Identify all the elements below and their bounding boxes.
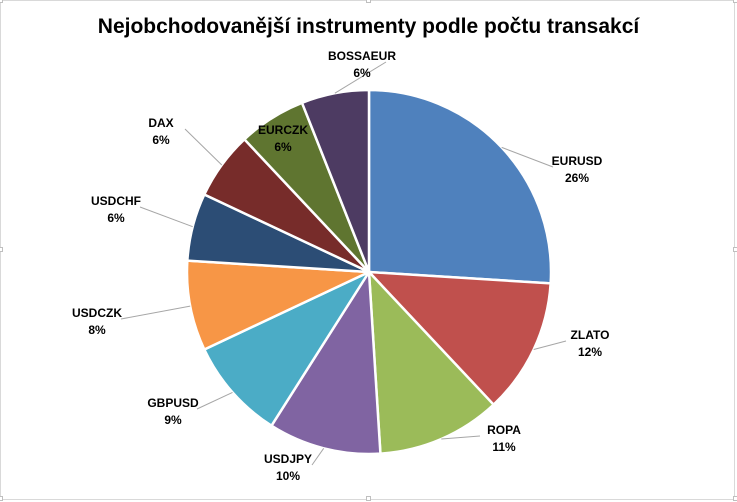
slice-label-name-dax: DAX	[148, 116, 173, 130]
slice-label-name-zlato: ZLATO	[571, 328, 610, 342]
pie-slice-eurusd[interactable]	[367, 88, 553, 285]
pie-slice-ropa[interactable]	[367, 270, 495, 455]
leader-line-gbpusd	[196, 391, 233, 410]
slice-label-percent-zlato: 12%	[578, 345, 602, 359]
slice-label-name-eurczk: EURCZK	[258, 123, 308, 137]
resize-handle-top-center[interactable]	[366, 0, 371, 3]
leader-line-usdczk	[120, 305, 191, 320]
slice-label-percent-eurusd: 26%	[565, 171, 589, 185]
slice-label-name-usdjpy: USDJPY	[264, 452, 312, 466]
leader-line-usdjpy	[311, 448, 325, 466]
slice-label-name-eurusd: EURUSD	[552, 154, 603, 168]
slice-label-name-ropa: ROPA	[487, 423, 521, 437]
leader-line-bossaeur	[334, 61, 387, 94]
pie-slice-bossaeur[interactable]	[300, 88, 371, 274]
resize-handle-bottom-left[interactable]	[0, 496, 3, 501]
resize-handle-bottom-center[interactable]	[366, 496, 371, 501]
slice-label-name-usdczk: USDCZK	[72, 306, 122, 320]
pie-slice-usdjpy[interactable]	[270, 270, 382, 456]
slice-label-percent-usdczk: 8%	[88, 323, 106, 337]
slice-label-percent-eurczk: 6%	[274, 140, 292, 154]
slice-label-percent-dax: 6%	[152, 133, 170, 147]
resize-handle-top-left[interactable]	[0, 0, 3, 3]
resize-handle-middle-left[interactable]	[0, 247, 3, 252]
resize-handle-bottom-right[interactable]	[733, 496, 737, 501]
leader-line-ropa	[441, 435, 481, 440]
chart-title: Nejobchodovanější instrumenty podle počt…	[97, 15, 640, 38]
slice-label-percent-bossaeur: 6%	[353, 66, 371, 80]
slice-label-percent-gbpusd: 9%	[164, 413, 182, 427]
leader-line-dax	[184, 128, 223, 166]
slice-label-name-bossaeur: BOSSAEUR	[328, 49, 396, 63]
slice-label-name-gbpusd: GBPUSD	[147, 396, 199, 410]
pie-slice-zlato[interactable]	[367, 270, 552, 406]
resize-handle-middle-right[interactable]	[733, 247, 737, 252]
leader-line-eurusd	[501, 146, 554, 168]
leader-line-usdchf	[139, 206, 193, 228]
slice-label-name-usdchf: USDCHF	[91, 194, 141, 208]
resize-handle-top-right[interactable]	[733, 0, 737, 3]
slice-label-percent-ropa: 11%	[492, 440, 516, 454]
leader-line-zlato	[533, 340, 567, 350]
slice-label-percent-usdchf: 6%	[107, 211, 125, 225]
slice-label-percent-usdjpy: 10%	[276, 469, 300, 483]
pie-slice-usdczk[interactable]	[185, 259, 371, 351]
